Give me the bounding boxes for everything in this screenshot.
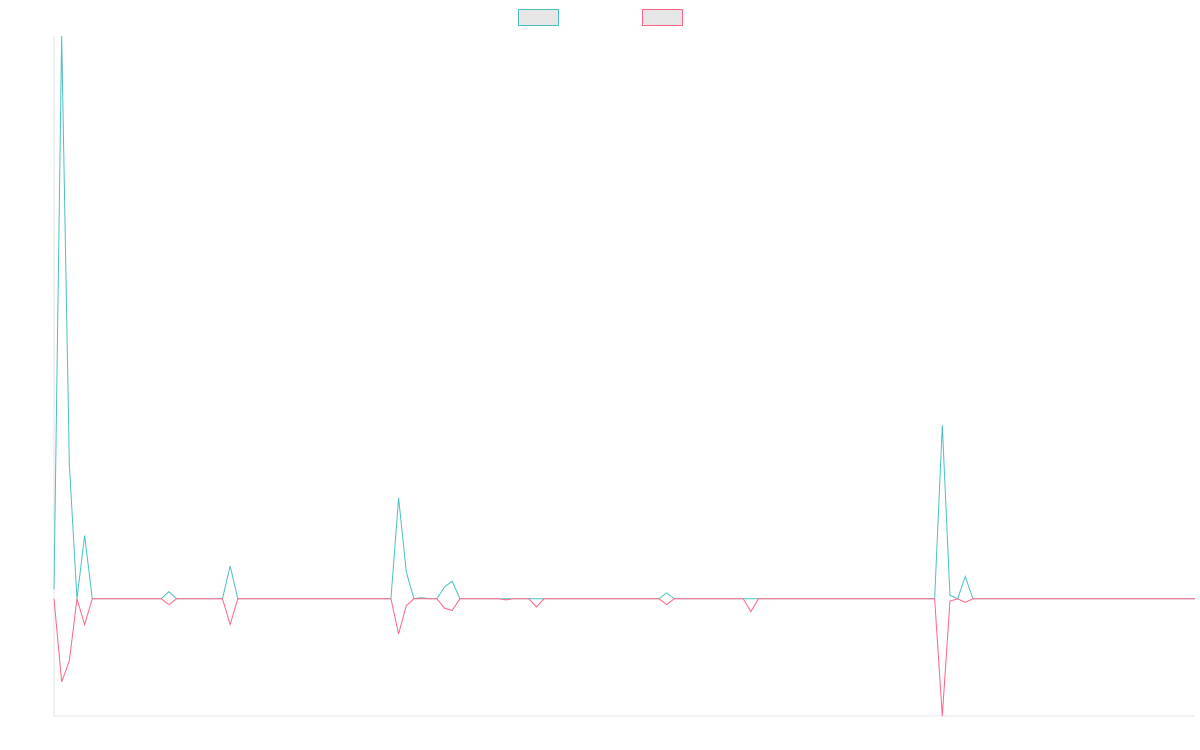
chart-series: [53, 35, 1195, 717]
chart-axes: [53, 36, 1195, 717]
series-1: [53, 35, 1195, 600]
legend-swatch-series-2[interactable]: [642, 9, 683, 26]
series-2-line: [53, 598, 1195, 717]
chart-legend[interactable]: [518, 9, 683, 26]
series-1-line: [53, 35, 1195, 600]
legend-swatch-series-1[interactable]: [518, 9, 559, 26]
series-2: [53, 598, 1195, 717]
